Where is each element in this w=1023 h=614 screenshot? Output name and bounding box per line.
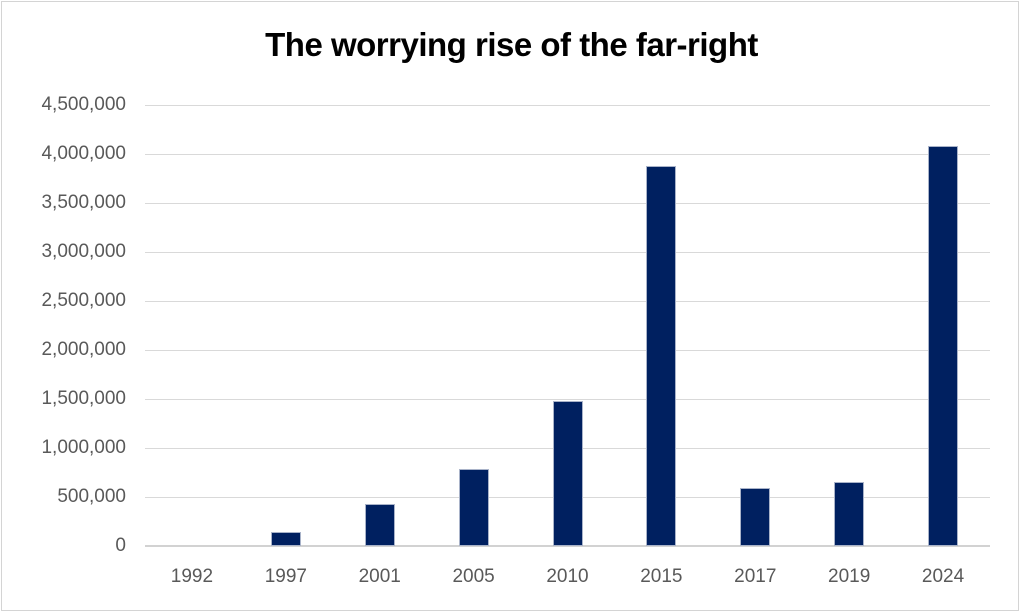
bar-2015 <box>646 165 677 546</box>
bar-1997 <box>270 532 301 546</box>
x-tick-label: 2001 <box>358 566 401 587</box>
gridline <box>145 399 990 400</box>
y-tick-label: 2,500,000 <box>41 290 126 311</box>
bar-2010 <box>552 400 583 546</box>
y-tick-label: 2,000,000 <box>41 339 126 360</box>
bar-2005 <box>458 468 489 546</box>
x-tick-label: 2005 <box>452 566 495 587</box>
y-tick-label: 4,500,000 <box>41 94 126 115</box>
y-tick-label: 0 <box>115 535 126 556</box>
bar-2019 <box>834 481 865 546</box>
y-tick-label: 3,500,000 <box>41 192 126 213</box>
gridline <box>145 350 990 351</box>
gridline <box>145 252 990 253</box>
bar-2024 <box>928 146 959 546</box>
y-tick-label: 500,000 <box>57 486 126 507</box>
gridline <box>145 154 990 155</box>
bar-2017 <box>740 487 771 546</box>
y-tick-label: 3,000,000 <box>41 241 126 262</box>
gridline <box>145 105 990 106</box>
x-tick-label: 1992 <box>170 566 214 587</box>
y-tick-label: 1,000,000 <box>41 437 126 458</box>
x-tick-label: 2024 <box>921 566 965 587</box>
chart-title: The worrying rise of the far-right <box>265 26 758 63</box>
x-tick-label: 2015 <box>640 566 683 587</box>
x-tick-label: 2010 <box>546 566 589 587</box>
y-tick-label: 4,000,000 <box>41 143 126 164</box>
x-tick-label: 1997 <box>264 566 307 587</box>
x-tick-label: 2017 <box>734 566 777 587</box>
x-tick-label: 2019 <box>828 566 871 587</box>
y-tick-label: 1,500,000 <box>41 388 126 409</box>
gridline <box>145 203 990 204</box>
bar-2001 <box>364 503 395 546</box>
gridline <box>145 301 990 302</box>
plot-area <box>145 105 990 547</box>
x-axis-baseline <box>145 545 990 547</box>
